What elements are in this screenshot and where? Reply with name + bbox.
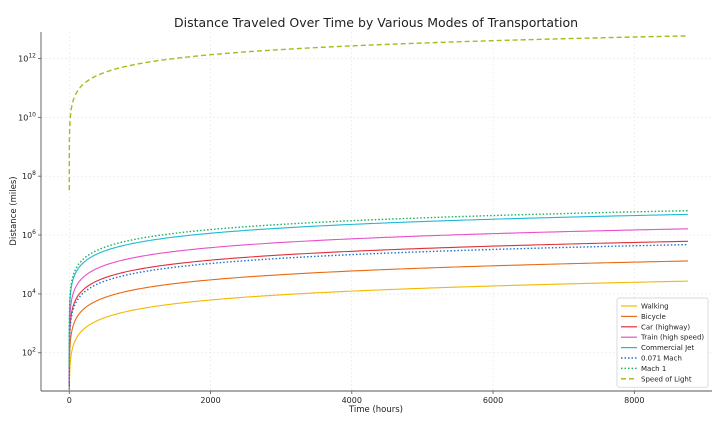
series-line-3 (68, 228, 689, 384)
x-tick-label: 0 (67, 396, 72, 405)
series-line-2 (68, 240, 689, 387)
series-line-7 (68, 35, 689, 191)
series-lines (68, 35, 689, 390)
y-tick-label: 106 (22, 229, 36, 240)
legend-label: Commercial Jet (641, 344, 694, 352)
legend-label: Walking (641, 303, 669, 311)
legend-label: Speed of Light (641, 375, 692, 383)
legend-box (616, 297, 709, 388)
legend-label: Train (high speed) (640, 334, 704, 342)
legend-label: Mach 1 (641, 365, 666, 373)
axes (40, 32, 712, 392)
legend-label: Car (highway) (641, 323, 690, 331)
x-tick-label: 8000 (624, 396, 644, 405)
series-line-4 (68, 213, 689, 369)
y-tick-label: 108 (22, 170, 36, 181)
series-line-6 (68, 210, 689, 365)
chart-title: Distance Traveled Over Time by Various M… (174, 15, 578, 30)
x-tick-label: 6000 (483, 396, 503, 405)
ticks: 0 2000 4000 6000 8000 102 104 106 108 1010 1012 (18, 52, 644, 405)
series-line-0 (68, 280, 689, 390)
y-tick-label: 102 (22, 347, 36, 358)
grid (41, 32, 712, 391)
y-tick-label: 1012 (18, 52, 36, 63)
x-tick-label: 2000 (200, 396, 220, 405)
x-axis-label: Time (hours) (348, 405, 403, 415)
legend: Walking Bicycle Car (highway) Train (high s… (616, 297, 709, 388)
y-axis-label: Distance (miles) (9, 176, 19, 245)
x-tick-label: 4000 (342, 396, 362, 405)
series-line-1 (68, 260, 689, 389)
legend-label: 0.071 Mach (641, 355, 682, 363)
y-tick-label: 104 (22, 288, 36, 299)
y-tick-label: 1010 (18, 111, 36, 122)
legend-label: Bicycle (641, 313, 666, 321)
series-line-5 (68, 243, 689, 390)
